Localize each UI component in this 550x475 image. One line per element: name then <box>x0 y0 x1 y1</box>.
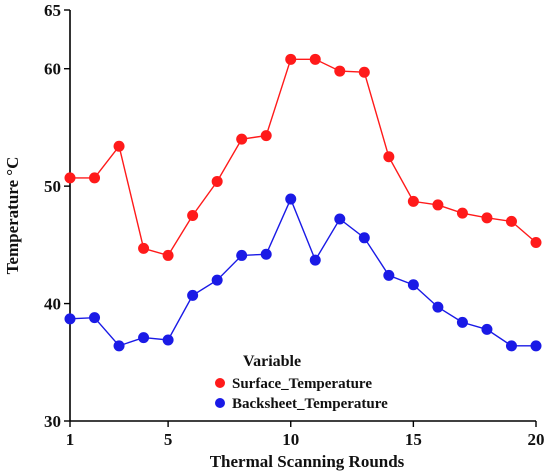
y-tick-label: 60 <box>44 60 61 79</box>
data-point <box>236 249 248 261</box>
data-point <box>358 66 370 78</box>
data-point <box>309 254 321 266</box>
data-point <box>187 289 199 301</box>
data-point <box>456 316 468 328</box>
data-point <box>309 53 321 65</box>
series-line <box>70 58 537 257</box>
series-layer <box>64 53 542 352</box>
x-tick-label: 15 <box>405 430 422 449</box>
legend-label: Backsheet_Temperature <box>232 396 388 412</box>
y-tick-label: 65 <box>44 1 61 20</box>
data-point <box>530 340 542 352</box>
legend-title: Variable <box>243 353 301 370</box>
data-point <box>162 249 174 261</box>
data-point <box>138 332 150 344</box>
data-point <box>89 172 101 184</box>
series-surface_temperature <box>64 53 542 261</box>
data-point <box>456 207 468 219</box>
legend-label: Surface_Temperature <box>232 376 372 392</box>
data-point <box>211 175 223 187</box>
data-point <box>64 172 76 184</box>
data-point <box>89 312 101 324</box>
y-axis-title: Temperature °C <box>3 157 22 275</box>
x-tick-label: 5 <box>164 430 173 449</box>
data-point <box>505 215 517 227</box>
data-point <box>383 269 395 281</box>
y-tick-label: 40 <box>44 295 61 314</box>
data-point <box>407 279 419 291</box>
data-point <box>211 274 223 286</box>
data-point <box>432 199 444 211</box>
data-point <box>481 212 493 224</box>
data-point <box>138 242 150 254</box>
x-tick-label: 20 <box>528 430 545 449</box>
data-point <box>113 340 125 352</box>
x-tick-label: 1 <box>66 430 75 449</box>
data-point <box>407 195 419 207</box>
data-point <box>162 334 174 346</box>
y-tick-label: 50 <box>44 177 61 196</box>
data-point <box>260 248 272 260</box>
data-point <box>432 301 444 313</box>
data-point <box>64 313 76 325</box>
data-point <box>334 65 346 77</box>
x-axis-title: Thermal Scanning Rounds <box>210 452 405 471</box>
data-point <box>530 237 542 249</box>
data-point <box>236 133 248 145</box>
legend-marker <box>215 398 225 408</box>
x-tick-label: 10 <box>282 430 299 449</box>
series-backsheet_temperature <box>64 193 542 352</box>
data-point <box>334 213 346 225</box>
data-point <box>285 53 297 65</box>
y-tick-label: 30 <box>44 412 61 431</box>
data-point <box>260 130 272 142</box>
data-point <box>358 232 370 244</box>
legend: Variable Surface_Temperature Backsheet_Te… <box>215 353 388 412</box>
data-point <box>285 193 297 205</box>
data-point <box>383 151 395 163</box>
data-point <box>481 323 493 335</box>
data-point <box>113 140 125 152</box>
legend-marker <box>215 378 225 388</box>
data-point <box>187 210 199 221</box>
data-point <box>505 340 517 352</box>
